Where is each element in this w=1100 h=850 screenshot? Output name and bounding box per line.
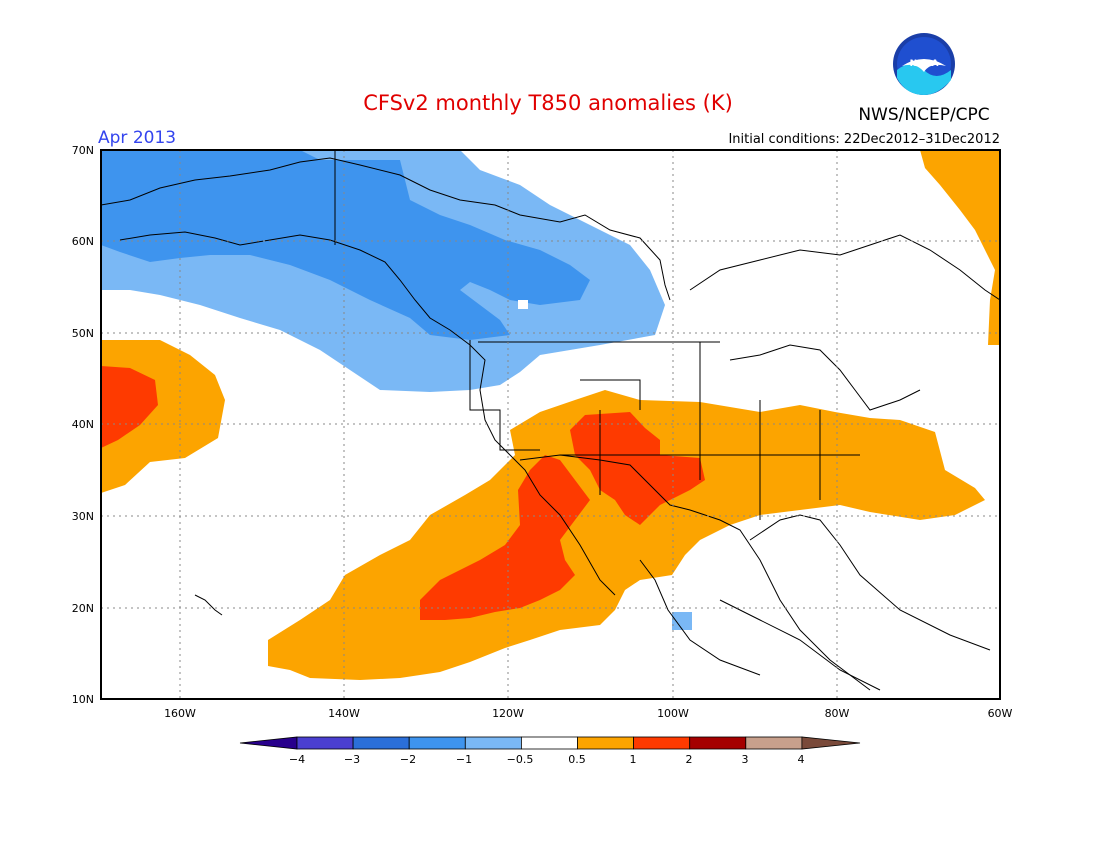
lat-label: 10N <box>72 693 94 706</box>
lat-label: 40N <box>72 418 94 431</box>
colorbar-swatch <box>408 736 466 750</box>
colorbar-tick-label: 3 <box>742 753 749 766</box>
colorbar-arrow-left <box>239 736 298 750</box>
colorbar-tick-label: −2 <box>400 753 416 766</box>
lon-label: 160W <box>164 707 196 720</box>
anomaly-region-northeast-orange <box>920 150 1000 345</box>
lat-label: 60N <box>72 235 94 248</box>
colorbar-tick-label: −0.5 <box>507 753 534 766</box>
colorbar <box>239 736 861 750</box>
noaa-logo-text: NOAA <box>910 59 939 69</box>
colorbar-swatch <box>745 736 803 750</box>
colorbar-swatch <box>633 736 691 750</box>
colorbar-tick-label: −4 <box>289 753 305 766</box>
anomaly-region-small-blue <box>672 612 692 630</box>
colorbar-swatch <box>464 736 522 750</box>
colorbar-tick-label: 0.5 <box>568 753 586 766</box>
colorbar-tick-label: 2 <box>686 753 693 766</box>
colorbar-swatch <box>689 736 747 750</box>
map-title: CFSv2 monthly T850 anomalies (K) <box>363 91 733 115</box>
colorbar-labels: −4 −3 −2 −1 −0.5 0.5 1 2 3 4 <box>289 753 805 766</box>
colorbar-swatch <box>352 736 410 750</box>
lat-label: 50N <box>72 327 94 340</box>
colorbar-swatch <box>521 736 578 750</box>
colorbar-swatch <box>296 736 354 750</box>
graticule <box>101 150 1000 699</box>
lon-label: 80W <box>825 707 850 720</box>
initial-conditions-label: Initial conditions: 22Dec2012–31Dec2012 <box>728 132 1000 147</box>
latitude-labels: 70N 60N 50N 40N 30N 20N 10N <box>72 144 94 706</box>
anomaly-region-red-south <box>420 455 590 620</box>
period-label: Apr 2013 <box>98 128 176 148</box>
map-frame <box>100 149 1001 700</box>
colorbar-tick-label: 1 <box>630 753 637 766</box>
lon-label: 140W <box>328 707 360 720</box>
lat-label: 30N <box>72 510 94 523</box>
longitude-labels: 160W 140W 120W 100W 80W 60W <box>164 707 1012 720</box>
anomaly-field <box>101 150 1000 680</box>
colorbar-swatch <box>577 736 634 750</box>
colorbar-tick-label: −1 <box>456 753 472 766</box>
anomaly-region-red-central <box>570 412 705 525</box>
lon-label: 120W <box>492 707 524 720</box>
lon-label: 60W <box>988 707 1013 720</box>
colorbar-tick-label: 4 <box>798 753 805 766</box>
agency-label: NWS/NCEP/CPC <box>858 105 989 125</box>
anomaly-region-pacific-red <box>101 366 158 448</box>
noaa-logo: NOAA <box>893 33 955 95</box>
lat-label: 20N <box>72 602 94 615</box>
colorbar-tick-label: −3 <box>344 753 360 766</box>
lat-label: 70N <box>72 144 94 157</box>
lon-label: 100W <box>657 707 689 720</box>
colorbar-arrow-right <box>801 736 861 750</box>
coastlines <box>101 150 1000 691</box>
